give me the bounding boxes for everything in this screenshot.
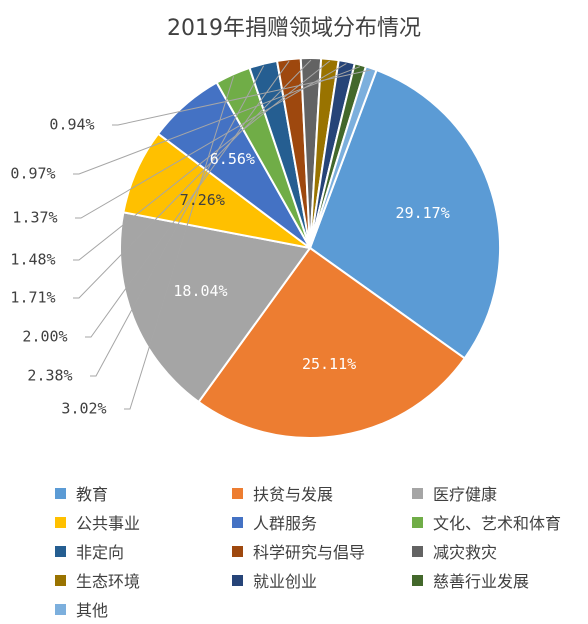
pie-slice [119, 211, 312, 404]
legend-label: 减灾救灾 [433, 543, 498, 562]
legend-label: 非定向 [76, 543, 125, 562]
pie-slice [197, 246, 467, 439]
legend-label: 文化、艺术和体育 [433, 514, 562, 533]
leader-line [73, 59, 312, 299]
leader-line [73, 66, 361, 175]
data-label: 0.94% [49, 116, 94, 134]
legend-swatch [55, 545, 66, 557]
legend-item: 非定向 [55, 540, 124, 562]
data-label: 2.38% [27, 367, 72, 385]
pie-slice [309, 65, 378, 249]
data-label: 1.48% [10, 251, 55, 269]
legend-swatch [232, 516, 243, 528]
legend-swatch [412, 487, 423, 499]
legend-swatch [232, 574, 243, 586]
data-label: 1.71% [10, 289, 55, 307]
legend-swatch [412, 574, 423, 586]
data-label: 29.17% [396, 204, 450, 222]
legend-swatch [412, 545, 423, 557]
pie-slice [308, 68, 501, 360]
legend-item: 文化、艺术和体育 [412, 511, 561, 533]
legend-label: 公共事业 [76, 514, 141, 533]
data-label: 3.02% [61, 400, 106, 418]
data-label: 2.00% [22, 328, 67, 346]
data-label: 7.26% [180, 191, 225, 209]
data-label: 25.11% [302, 355, 356, 373]
legend-item: 科学研究与倡导 [232, 540, 365, 562]
legend-item: 医疗健康 [412, 482, 497, 504]
legend-label: 人群服务 [253, 514, 318, 533]
legend-label: 就业创业 [253, 572, 318, 591]
legend-item: 就业创业 [232, 569, 317, 591]
legend-label: 其他 [76, 601, 109, 620]
legend-item: 人群服务 [232, 511, 317, 533]
legend-label: 生态环境 [76, 572, 141, 591]
pie-chart: 29.17% 25.11% 18.04% 7.26% 6.56% 3.02% 2.38% 2.… [10, 57, 501, 439]
legend-label: 医疗健康 [433, 485, 498, 504]
leader-line [85, 60, 290, 338]
data-label: 1.37% [12, 209, 57, 227]
data-label: 0.97% [10, 165, 55, 183]
legend-item: 其他 [55, 598, 108, 620]
legend-label: 教育 [76, 485, 109, 504]
data-label: 6.56% [210, 150, 255, 168]
leader-line [75, 63, 347, 219]
legend-label: 科学研究与倡导 [253, 543, 366, 562]
legend-swatch [55, 574, 66, 586]
legend-item: 公共事业 [55, 511, 140, 533]
legend-item: 减灾救灾 [412, 540, 497, 562]
legend-item: 生态环境 [55, 569, 140, 591]
legend-item: 慈善行业发展 [412, 569, 529, 591]
data-label: 18.04% [173, 282, 227, 300]
leader-line [73, 60, 331, 261]
legend-swatch [232, 487, 243, 499]
legend-item: 教育 [55, 482, 108, 504]
legend-item: 扶贫与发展 [232, 482, 333, 504]
legend-swatch [55, 603, 66, 615]
legend-swatch [55, 516, 66, 528]
leader-line [90, 65, 265, 377]
leader-line [112, 69, 371, 126]
legend-label: 扶贫与发展 [253, 485, 334, 504]
chart-title: 2019年捐赠领域分布情况 [167, 16, 421, 41]
legend-swatch [232, 545, 243, 557]
legend-label: 慈善行业发展 [433, 572, 530, 591]
legend-swatch [412, 516, 423, 528]
legend-swatch [55, 487, 66, 499]
